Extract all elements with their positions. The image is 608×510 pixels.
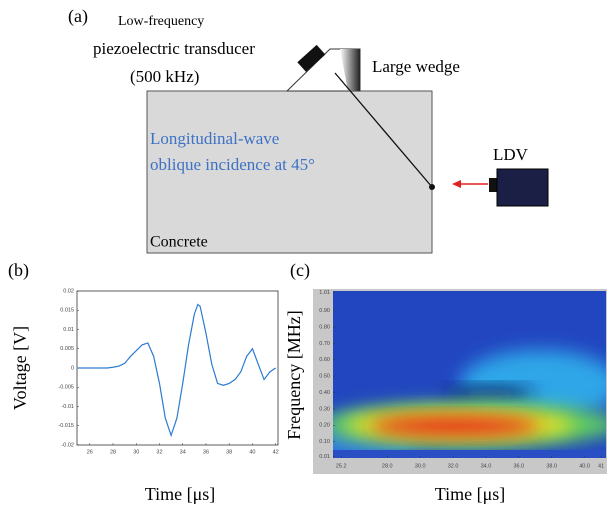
panel-label: (c) [290, 260, 310, 281]
x-tick-label: 28 [110, 449, 116, 455]
panel-label: (a) [68, 6, 88, 27]
arrow-head [452, 180, 461, 188]
x-tick-label: 40 [249, 449, 255, 455]
panel-label: (b) [8, 260, 29, 281]
x-tick-label: 32.0 [448, 463, 459, 469]
y-tick-label: 1.01 [319, 290, 330, 296]
y-tick-label: 0.02 [63, 288, 74, 294]
transducer-label: (500 kHz) [130, 67, 199, 86]
x-tick-label: 36 [203, 449, 209, 455]
x-tick-label: 40.0 [579, 463, 590, 469]
y-tick-label: 0.30 [319, 406, 330, 412]
x-axis-label: Time [μs] [435, 484, 506, 504]
wedge-shade [340, 49, 360, 91]
y-tick-label: -0.005 [58, 385, 74, 391]
y-tick-label: 0.10 [319, 439, 330, 445]
concrete-block [146, 90, 433, 254]
y-axis-label: Voltage [V] [10, 326, 30, 410]
x-tick-label: 34.0 [481, 463, 492, 469]
panel-a: (a) Low-frequency piezoelectric transduc… [68, 6, 549, 254]
x-tick-label: 32 [156, 449, 162, 455]
y-tick-label: 0.90 [319, 308, 330, 314]
x-tick-label: 38.0 [546, 463, 557, 469]
x-tick-label: 41 [598, 463, 604, 469]
y-tick-label: 0.01 [63, 327, 74, 333]
x-tick-label: 28.0 [382, 463, 393, 469]
line [78, 303, 277, 438]
wave-label: oblique incidence at 45° [150, 155, 315, 174]
y-tick-label: 0.40 [319, 390, 330, 396]
y-tick-label: 0.01 [319, 454, 330, 460]
wave-path [334, 72, 433, 188]
blob [460, 350, 606, 420]
y-tick-label: 0.60 [319, 357, 330, 363]
charts: 26 28 30 32 34 36 38 40 42 -0.02 -0.015 -0.01 -0.005… [8, 260, 604, 504]
y-tick-label: 0.20 [319, 423, 330, 429]
x-tick-label: 30 [133, 449, 139, 455]
x-tick-label: 30.0 [415, 463, 426, 469]
blob [445, 387, 535, 401]
x-axis-label: Time [μs] [145, 484, 216, 504]
x-tick-label: 25.2 [336, 463, 347, 469]
wedge-label: Large wedge [372, 57, 460, 76]
wave-label: Longitudinal-wave [150, 129, 279, 148]
x-tick-label: 34 [180, 449, 186, 455]
plot-frame [76, 290, 279, 446]
y-tick-label: -0.015 [58, 423, 74, 429]
x-tick-label: 26 [87, 449, 93, 455]
transducer [297, 44, 326, 72]
x-tick-label: 42 [273, 449, 279, 455]
y-tick-label: 0.005 [60, 346, 74, 352]
y-tick-label: 0.80 [319, 324, 330, 330]
y-tick-label: -0.01 [61, 404, 74, 410]
y-tick-label: -0.02 [61, 442, 74, 448]
y-tick-label: 0.70 [319, 341, 330, 347]
y-tick-label: 0.015 [60, 308, 74, 314]
transducer-label: piezoelectric transducer [93, 39, 255, 58]
ldv [496, 168, 549, 207]
y-axis-label: Frequency [MHz] [284, 310, 304, 439]
x-tick-label: 38 [226, 449, 232, 455]
ldv-lens [489, 178, 498, 192]
x-tick-label: 36.0 [513, 463, 524, 469]
y-tick-label: 0.50 [319, 374, 330, 380]
material-label: Concrete [150, 234, 208, 251]
measure-point [429, 184, 435, 190]
spectrogram-bottom [333, 450, 606, 458]
ldv-label: LDV [493, 145, 529, 164]
transducer-label: Low-frequency [118, 14, 204, 29]
spectrogram [333, 291, 606, 458]
y-tick-label: 0 [71, 365, 74, 371]
blob [370, 416, 540, 436]
